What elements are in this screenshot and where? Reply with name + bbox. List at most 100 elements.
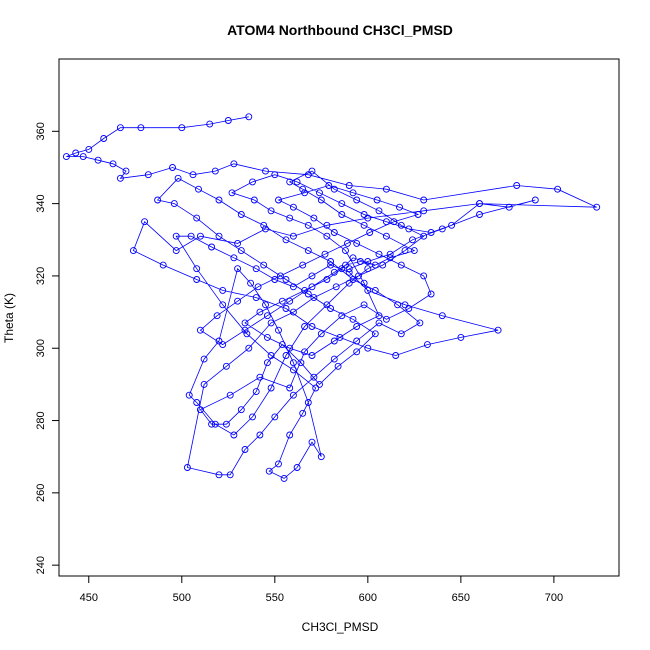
x-tick-label: 600 <box>359 592 377 604</box>
data-point <box>271 276 279 283</box>
data-point <box>420 272 428 280</box>
data-point <box>215 337 223 345</box>
data-point <box>386 254 394 262</box>
data-point <box>371 261 379 269</box>
data-point <box>345 182 353 189</box>
data-point <box>230 254 238 262</box>
data-point <box>263 333 271 341</box>
data-point <box>289 366 297 374</box>
data-point <box>345 265 353 273</box>
data-point <box>325 182 333 189</box>
data-point <box>215 232 223 240</box>
data-point <box>286 214 294 222</box>
data-point <box>245 344 253 352</box>
data-point <box>345 279 353 287</box>
data-point <box>219 286 227 294</box>
data-point <box>420 196 428 204</box>
data-point <box>213 312 221 320</box>
data-point <box>308 438 316 446</box>
data-point <box>438 312 446 320</box>
data-point <box>208 420 216 428</box>
data-point <box>116 124 124 132</box>
data-point <box>289 359 297 367</box>
data-point <box>193 276 201 283</box>
data-point <box>327 305 335 312</box>
data-point <box>336 333 344 341</box>
data-point <box>85 145 93 153</box>
data-point <box>122 167 130 175</box>
data-point <box>230 431 238 439</box>
data-point <box>343 239 351 247</box>
data-point <box>286 384 294 392</box>
data-point <box>382 315 390 323</box>
data-point <box>382 232 390 240</box>
data-point <box>338 211 346 218</box>
data-point <box>262 225 269 233</box>
data-point <box>349 276 357 283</box>
data-point <box>260 261 268 269</box>
data-point <box>154 196 162 204</box>
data-point <box>286 344 294 352</box>
x-tick-label: 500 <box>173 592 191 604</box>
data-point <box>330 337 338 345</box>
data-point <box>330 229 338 236</box>
data-point <box>286 178 294 186</box>
data-point <box>349 189 357 197</box>
data-point <box>144 171 152 179</box>
y-axis-label: Theta (K) <box>2 293 16 343</box>
data-point <box>438 225 446 233</box>
data-point <box>360 279 368 287</box>
chart-title: ATOM4 Northbound CH3Cl_PMSD <box>227 22 453 38</box>
data-point <box>222 362 230 370</box>
data-point <box>323 276 331 283</box>
data-point <box>353 348 361 356</box>
data-point <box>397 261 405 269</box>
data-point <box>267 207 275 215</box>
data-point <box>62 153 70 161</box>
y-tick-label: 260 <box>35 484 47 502</box>
data-point <box>159 261 167 269</box>
data-point <box>304 171 312 179</box>
data-point <box>234 265 242 273</box>
data-point <box>301 286 309 294</box>
data-point <box>301 323 309 330</box>
data-point <box>237 247 245 255</box>
data-point <box>355 272 362 280</box>
data-point <box>293 464 301 471</box>
data-point <box>275 326 282 334</box>
data-point <box>237 406 245 414</box>
data-point <box>401 247 409 255</box>
data-point <box>200 355 208 363</box>
data-point <box>427 229 435 236</box>
data-point <box>241 326 249 334</box>
data-point <box>304 221 312 229</box>
data-point <box>476 211 483 218</box>
data-point <box>249 413 256 421</box>
data-point <box>263 359 271 367</box>
data-point <box>208 243 216 251</box>
data-point <box>364 258 372 265</box>
data-point <box>193 214 201 222</box>
data-point <box>170 200 178 208</box>
x-axis: 450 500 550 600 650 700 <box>80 575 563 604</box>
y-tick-label: 300 <box>35 339 47 357</box>
data-point <box>353 196 361 204</box>
data-point <box>79 153 87 161</box>
data-point <box>72 149 80 157</box>
data-point <box>137 124 145 132</box>
data-point <box>276 272 284 280</box>
data-point <box>193 399 201 406</box>
data-point <box>392 352 400 359</box>
data-point <box>334 362 342 370</box>
data-point <box>356 258 364 265</box>
data-point <box>364 344 372 352</box>
data-point <box>375 250 383 258</box>
data-point <box>94 156 102 164</box>
data-point <box>310 214 318 222</box>
data-point <box>282 236 290 244</box>
data-point <box>256 431 264 439</box>
data-point <box>129 247 137 255</box>
data-point <box>416 319 424 327</box>
data-point <box>169 164 176 171</box>
